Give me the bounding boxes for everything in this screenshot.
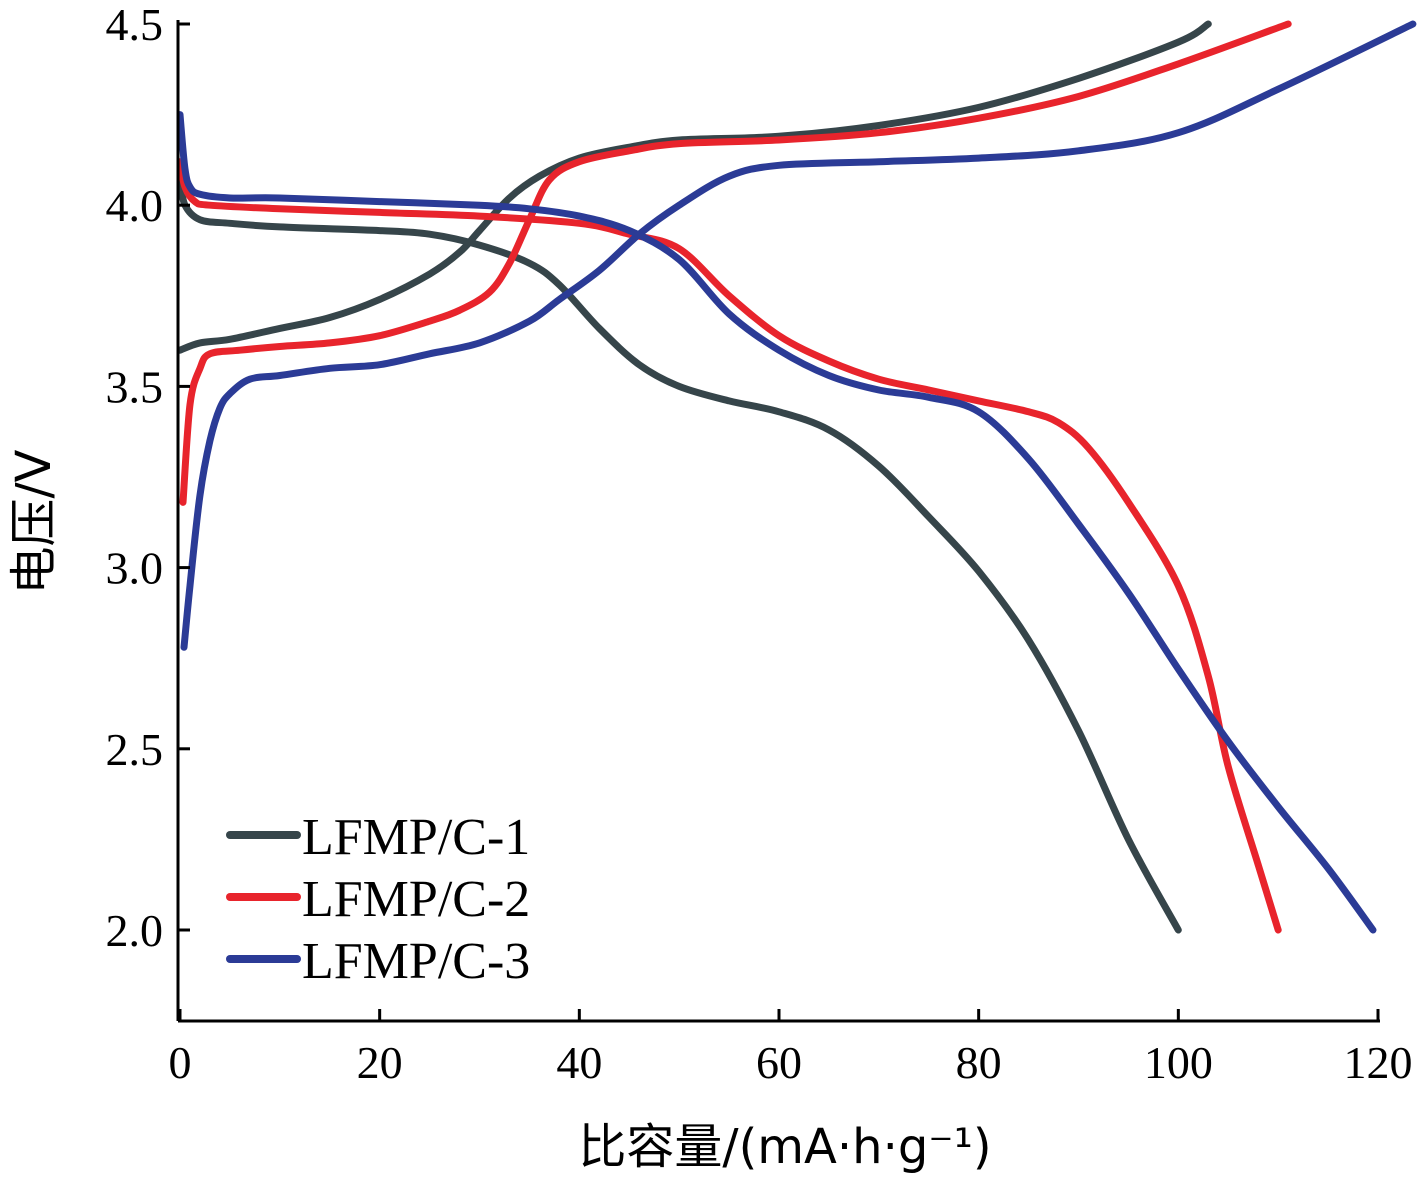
x-tick-label: 20: [357, 1037, 403, 1088]
series-3-charge-curve: [180, 20, 1417, 651]
x-ticks: 0 20 40 60 80 100 120: [169, 1009, 1413, 1088]
x-tick-label: 60: [756, 1037, 802, 1088]
series-2-charge-curve: [179, 20, 1292, 506]
y-tick-label: 2.5: [106, 724, 164, 775]
x-axis-title: 比容量/(mA·h·g⁻¹): [578, 1119, 991, 1175]
y-tick-label: 3.0: [106, 543, 164, 594]
legend-label-2: LFMP/C-2: [302, 871, 530, 928]
y-tick-label: 3.5: [106, 361, 164, 412]
y-ticks: 2.0 2.5 3.0 3.5 4.0 4.5: [106, 0, 190, 956]
y-tick-label: 2.0: [106, 905, 164, 956]
legend-label-3: LFMP/C-3: [302, 933, 530, 990]
legend-label-1: LFMP/C-1: [302, 809, 530, 866]
y-tick-label: 4.5: [106, 0, 164, 50]
x-tick-label: 40: [556, 1037, 602, 1088]
series-layer: [176, 20, 1417, 934]
x-tick-label: 120: [1344, 1037, 1413, 1088]
series-3-discharge-curve: [176, 111, 1377, 934]
series-2-discharge-curve: [176, 158, 1282, 934]
x-tick-label: 80: [956, 1037, 1002, 1088]
x-tick-label: 100: [1144, 1037, 1213, 1088]
y-tick-label: 4.0: [106, 180, 164, 231]
series-1-charge-curve: [176, 20, 1212, 354]
x-tick-label: 0: [169, 1037, 192, 1088]
series-1-discharge-curve: [176, 176, 1182, 934]
y-axis-title: 电压/V: [6, 449, 62, 594]
